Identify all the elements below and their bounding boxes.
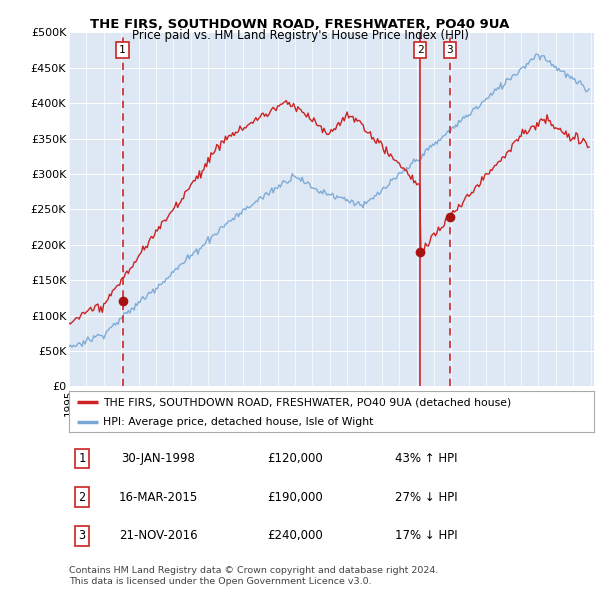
Text: 1: 1 bbox=[79, 452, 86, 465]
Text: 27% ↓ HPI: 27% ↓ HPI bbox=[395, 490, 457, 504]
Text: 43% ↑ HPI: 43% ↑ HPI bbox=[395, 452, 457, 465]
Text: Contains HM Land Registry data © Crown copyright and database right 2024.: Contains HM Land Registry data © Crown c… bbox=[69, 566, 439, 575]
Text: This data is licensed under the Open Government Licence v3.0.: This data is licensed under the Open Gov… bbox=[69, 577, 371, 586]
Text: 1: 1 bbox=[119, 45, 126, 55]
Text: £120,000: £120,000 bbox=[267, 452, 323, 465]
Text: 2: 2 bbox=[79, 490, 86, 504]
Text: HPI: Average price, detached house, Isle of Wight: HPI: Average price, detached house, Isle… bbox=[103, 417, 373, 427]
Text: £190,000: £190,000 bbox=[267, 490, 323, 504]
Text: 17% ↓ HPI: 17% ↓ HPI bbox=[395, 529, 457, 542]
Text: 16-MAR-2015: 16-MAR-2015 bbox=[119, 490, 198, 504]
Text: £240,000: £240,000 bbox=[267, 529, 323, 542]
Text: THE FIRS, SOUTHDOWN ROAD, FRESHWATER, PO40 9UA (detached house): THE FIRS, SOUTHDOWN ROAD, FRESHWATER, PO… bbox=[103, 397, 511, 407]
Text: 2: 2 bbox=[417, 45, 424, 55]
Text: Price paid vs. HM Land Registry's House Price Index (HPI): Price paid vs. HM Land Registry's House … bbox=[131, 30, 469, 42]
Text: 3: 3 bbox=[446, 45, 453, 55]
Text: 3: 3 bbox=[79, 529, 86, 542]
Text: 30-JAN-1998: 30-JAN-1998 bbox=[121, 452, 195, 465]
Text: THE FIRS, SOUTHDOWN ROAD, FRESHWATER, PO40 9UA: THE FIRS, SOUTHDOWN ROAD, FRESHWATER, PO… bbox=[91, 18, 509, 31]
Text: 21-NOV-2016: 21-NOV-2016 bbox=[119, 529, 197, 542]
